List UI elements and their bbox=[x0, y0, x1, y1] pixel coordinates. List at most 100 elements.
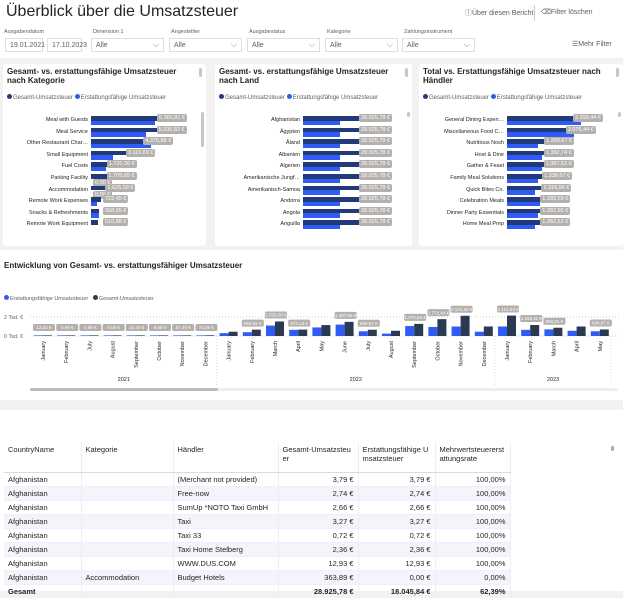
column-header[interactable]: Erstattungsfähige Umsatzsteuer bbox=[358, 442, 436, 473]
gesamt-bar[interactable] bbox=[303, 150, 363, 156]
bar-row[interactable]: Home Meal Prep 1.282,52 € bbox=[419, 218, 623, 230]
gesamt-bar[interactable] bbox=[391, 330, 400, 336]
gesamt-bar[interactable] bbox=[507, 197, 549, 202]
gesamt-bar[interactable] bbox=[91, 139, 152, 144]
chart-scrollbar[interactable] bbox=[407, 112, 410, 117]
gesamt-bar[interactable] bbox=[91, 116, 165, 121]
table-row[interactable]: Afghanistan WWW.DUS.COM 12,93 €12,93 €100,… bbox=[4, 556, 511, 571]
chart-scrollbar[interactable] bbox=[618, 112, 621, 117]
bar-row[interactable]: Åland 28.925,78 € bbox=[215, 137, 412, 149]
gesamt-bar[interactable] bbox=[437, 319, 447, 336]
erstattung-bar[interactable] bbox=[34, 335, 43, 336]
gesamt-bar[interactable] bbox=[303, 185, 363, 191]
table-row[interactable]: Afghanistan Taxi Home Stelberg 2,36 €2,36 … bbox=[4, 542, 511, 557]
gesamt-bar[interactable] bbox=[91, 162, 115, 167]
gesamt-bar[interactable] bbox=[303, 139, 363, 144]
title-scrollbar[interactable] bbox=[405, 68, 408, 77]
filter-dropdown[interactable]: Alle ⌵ bbox=[247, 38, 320, 52]
table-row[interactable]: Afghanistan (Merchant not provided) 3,79 €… bbox=[4, 472, 511, 487]
gesamt-bar[interactable] bbox=[303, 162, 363, 167]
erstattung-bar[interactable] bbox=[303, 166, 341, 172]
bar-row[interactable]: Dinner Party Essentials 1.282,95 € bbox=[419, 206, 623, 219]
gesamt-bar[interactable] bbox=[298, 329, 308, 336]
gesamt-bar[interactable] bbox=[205, 335, 215, 336]
gesamt-bar[interactable] bbox=[91, 208, 99, 214]
erstattung-bar[interactable] bbox=[507, 201, 541, 207]
bar-row[interactable]: Amerikanische Jungf… 28.925,78 € bbox=[215, 172, 412, 184]
gesamt-bar[interactable] bbox=[182, 335, 192, 336]
gesamt-bar[interactable] bbox=[507, 174, 551, 179]
bar-row[interactable]: Family Meal Solutions 1.338,67 € bbox=[419, 172, 623, 184]
column-header[interactable]: CountryName bbox=[4, 442, 82, 473]
bar-row[interactable]: Algerien 28.925,78 € bbox=[215, 160, 412, 172]
bar-row[interactable]: Ägypten 28.925,78 € bbox=[215, 125, 412, 138]
column-header[interactable]: Kategorie bbox=[81, 442, 174, 473]
erstattung-bar[interactable] bbox=[196, 335, 206, 336]
erstattung-bar[interactable] bbox=[303, 120, 341, 125]
erstattung-bar[interactable] bbox=[507, 224, 536, 230]
bar-row[interactable]: Anguilla 28.925,78 € bbox=[215, 218, 412, 230]
erstattung-bar[interactable] bbox=[474, 331, 484, 336]
about-report-button[interactable]: ⓘÜber diesen Bericht bbox=[465, 10, 534, 17]
filter-dropdown[interactable]: Alle ⌵ bbox=[325, 38, 398, 52]
date-to-input[interactable]: 17.10.2023 bbox=[47, 38, 87, 52]
erstattung-bar[interactable] bbox=[507, 143, 538, 149]
gesamt-bar[interactable] bbox=[507, 139, 552, 144]
scrollbar-thumb[interactable] bbox=[30, 388, 218, 391]
gesamt-bar[interactable] bbox=[66, 335, 76, 336]
gesamt-bar[interactable] bbox=[303, 220, 363, 225]
gesamt-bar[interactable] bbox=[251, 329, 261, 336]
table-row[interactable]: Afghanistan Free-now 2,74 €2,74 €100,00% bbox=[4, 486, 511, 501]
bar-row[interactable]: Afghanistan 28.925,78 € bbox=[215, 114, 412, 126]
erstattung-bar[interactable] bbox=[103, 335, 113, 336]
erstattung-bar[interactable] bbox=[219, 333, 229, 336]
erstattung-bar[interactable] bbox=[150, 335, 159, 336]
gesamt-bar[interactable] bbox=[303, 116, 363, 121]
gesamt-bar[interactable] bbox=[553, 327, 563, 336]
gesamt-bar[interactable] bbox=[91, 127, 165, 133]
table-scrollbar[interactable] bbox=[611, 446, 614, 451]
erstattung-bar[interactable] bbox=[303, 132, 341, 137]
gesamt-bar[interactable] bbox=[507, 127, 574, 133]
table-row[interactable]: Afghanistan Accommodation Budget Hotels 363… bbox=[4, 570, 511, 585]
bar-row[interactable]: Parking Facility 1.705,85 € 0,00 € bbox=[3, 172, 206, 187]
erstattung-bar[interactable] bbox=[303, 190, 341, 195]
erstattung-bar[interactable] bbox=[567, 330, 577, 336]
erstattung-bar[interactable] bbox=[242, 332, 252, 336]
gesamt-bar[interactable] bbox=[599, 329, 609, 336]
erstattung-bar[interactable] bbox=[91, 166, 107, 172]
erstattung-bar[interactable] bbox=[126, 335, 136, 336]
erstattung-bar[interactable] bbox=[335, 324, 345, 336]
erstattung-bar[interactable] bbox=[544, 329, 554, 336]
bar-row[interactable]: Remote Work Expenses 722,45 € bbox=[3, 195, 206, 207]
gesamt-bar[interactable] bbox=[91, 220, 99, 225]
date-from-input[interactable]: 19.01.2021 bbox=[5, 38, 45, 52]
erstattung-bar[interactable] bbox=[507, 166, 543, 172]
gesamt-bar[interactable] bbox=[91, 197, 101, 202]
column-header[interactable]: Händler bbox=[173, 442, 279, 473]
gesamt-bar[interactable] bbox=[159, 335, 168, 336]
bar-row[interactable]: Small Equipment 3.110,69 € bbox=[3, 148, 206, 161]
erstattung-bar[interactable] bbox=[382, 333, 391, 336]
gesamt-bar[interactable] bbox=[112, 335, 122, 336]
erstattung-bar[interactable] bbox=[91, 201, 97, 207]
bar-row[interactable]: Amerikanisch-Samoa 28.925,78 € bbox=[215, 183, 412, 196]
gesamt-bar[interactable] bbox=[43, 335, 52, 336]
chart-scrollbar[interactable] bbox=[201, 112, 204, 147]
column-header[interactable]: Mehrwertsteuererstattungsrate bbox=[435, 442, 511, 473]
gesamt-bar[interactable] bbox=[414, 323, 424, 336]
erstattung-bar[interactable] bbox=[266, 325, 275, 336]
erstattung-bar[interactable] bbox=[507, 213, 538, 218]
gesamt-bar[interactable] bbox=[367, 329, 377, 336]
table-row[interactable]: Afghanistan Taxi 3,27 €3,27 €100,00% bbox=[4, 514, 511, 529]
bar-row[interactable]: Gather & Feast 1.387,53 € bbox=[419, 160, 623, 172]
erstattung-bar[interactable] bbox=[91, 155, 114, 160]
bar-row[interactable]: Remote Work Equipment 510,88 € bbox=[3, 218, 206, 230]
gesamt-bar[interactable] bbox=[303, 127, 363, 133]
erstattung-bar[interactable] bbox=[428, 326, 438, 336]
erstattung-bar[interactable] bbox=[507, 178, 538, 183]
gesamt-bar[interactable] bbox=[530, 324, 540, 336]
gesamt-bar[interactable] bbox=[303, 208, 363, 214]
gesamt-bar[interactable] bbox=[507, 116, 581, 121]
gesamt-bar[interactable] bbox=[507, 315, 516, 336]
